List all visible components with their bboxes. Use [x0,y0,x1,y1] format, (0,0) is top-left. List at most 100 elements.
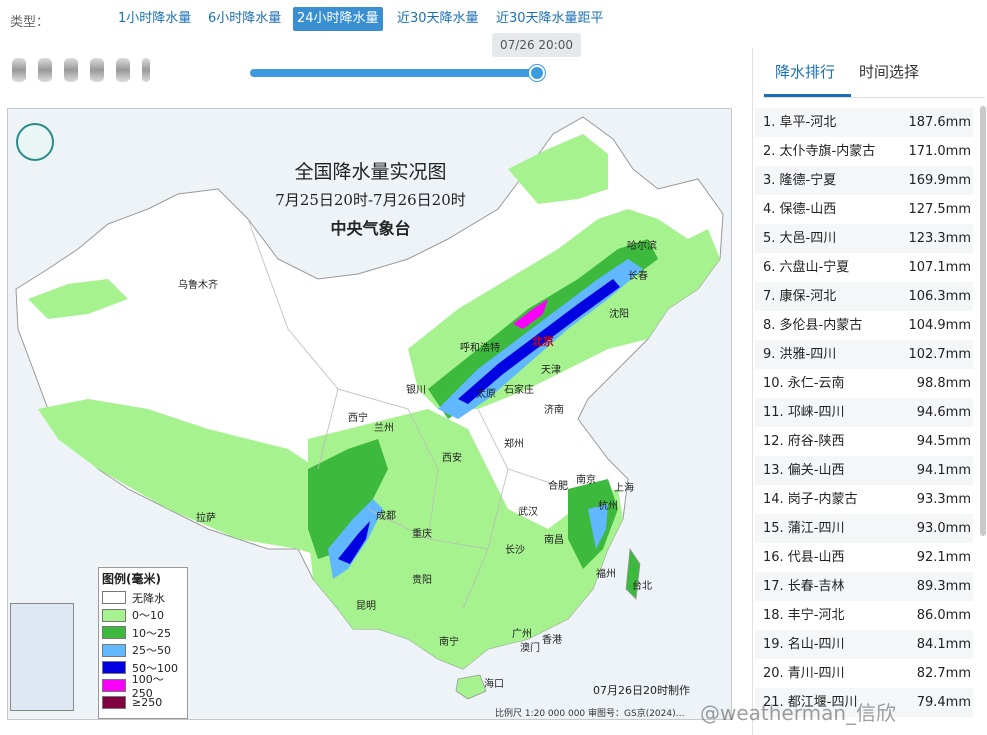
ranking-row[interactable]: 15. 蒲江-四川 93.0mm [755,514,973,543]
ranking-row[interactable]: 16. 代县-山西 92.1mm [755,543,973,572]
city-label: 哈尔滨 [627,241,657,252]
play-control-icon[interactable] [142,58,150,82]
city-label: 台北 [632,581,652,592]
ranking-row[interactable]: 12. 府谷-陕西 94.5mm [755,427,973,456]
city-label: 重庆 [412,529,432,540]
ranking-station: 6. 六盘山-宁夏 [763,260,850,275]
ranking-station: 5. 大邑-四川 [763,231,837,246]
ranking-row[interactable]: 17. 长春-吉林 89.3mm [755,572,973,601]
south-china-sea-inset [10,603,74,711]
city-label-beijing: 北京 [532,335,554,348]
ranking-station: 15. 蒲江-四川 [763,521,845,536]
legend-label: 25～50 [132,644,171,658]
ranking-row[interactable]: 8. 多伦县-内蒙古 104.9mm [755,311,973,340]
ranking-station: 14. 岗子-内蒙古 [763,492,858,507]
time-slider-handle[interactable] [529,65,545,81]
ranking-value: 79.4mm [916,695,971,710]
ranking-row[interactable]: 4. 保德-山西 127.5mm [755,195,973,224]
ranking-row[interactable]: 1. 阜平-河北 187.6mm [755,108,973,137]
ranking-station: 13. 偏关-山西 [763,463,845,478]
ranking-value: 94.1mm [916,463,971,478]
ranking-row[interactable]: 18. 丰宁-河北 86.0mm [755,601,973,630]
ranking-row[interactable]: 5. 大邑-四川 123.3mm [755,224,973,253]
ranking-station: 11. 邛崃-四川 [763,405,845,420]
tab-30d-precip[interactable]: 近30天降水量 [397,11,479,26]
ranking-value: 92.1mm [916,550,971,565]
city-label: 昆明 [356,601,376,612]
tab-24h-precip[interactable]: 24小时降水量 [293,7,383,31]
ranking-value: 187.6mm [908,115,971,130]
tab-30d-anomaly[interactable]: 近30天降水量距平 [496,11,604,26]
legend-item: 100～250 [102,673,184,700]
ranking-row[interactable]: 6. 六盘山-宁夏 107.1mm [755,253,973,282]
play-control-icon[interactable] [38,58,52,82]
ranking-station: 4. 保德-山西 [763,202,837,217]
legend-label: 0～10 [132,609,164,623]
city-label: 长春 [628,271,648,282]
city-label: 澳门 [520,643,540,654]
legend-item: 25～50 [102,642,184,660]
ranking-value: 107.1mm [908,260,971,275]
city-label: 石家庄 [504,385,534,396]
play-control-icon[interactable] [90,58,104,82]
city-label: 银川 [406,385,426,396]
ranking-value: 93.3mm [916,492,971,507]
ranking-value: 123.3mm [908,231,971,246]
ranking-row[interactable]: 11. 邛崃-四川 94.6mm [755,398,973,427]
ranking-row[interactable]: 13. 偏关-山西 94.1mm [755,456,973,485]
type-label: 类型： [10,15,50,30]
ranking-row[interactable]: 3. 隆德-宁夏 169.9mm [755,166,973,195]
map-legend: 图例(毫米) 无降水 0～10 10～25 25～50 50～100 100～2… [98,567,188,719]
ranking-station: 16. 代县-山西 [763,550,845,565]
ranking-row[interactable]: 7. 康保-河北 106.3mm [755,282,973,311]
map-scale: 比例尺 1:20 000 000 审图号：GS京(2024)… [495,709,685,719]
ranking-row[interactable]: 14. 岗子-内蒙古 93.3mm [755,485,973,514]
ranking-value: 93.0mm [916,521,971,536]
legend-swatch [102,643,126,657]
legend-swatch [102,696,126,710]
tab-precip-ranking[interactable]: 降水排行 [775,63,836,81]
sidebar-scrollbar[interactable] [980,106,986,536]
legend-item: ≥250 [102,694,184,712]
legend-label: 100～250 [131,672,164,700]
legend-swatch [102,608,126,622]
ranking-row[interactable]: 21. 都江堰-四川 79.4mm [755,688,973,717]
legend-label: ≥250 [132,696,163,710]
ranking-station: 9. 洪雅-四川 [763,347,837,362]
city-label: 广州 [512,629,532,640]
city-label: 南宁 [439,637,459,648]
city-label: 兰州 [374,423,394,434]
legend-item: 50～100 [102,659,184,677]
city-label: 太原 [476,389,496,400]
ranking-row[interactable]: 9. 洪雅-四川 102.7mm [755,340,973,369]
city-label: 郑州 [504,439,524,450]
ranking-row[interactable]: 19. 名山-四川 84.1mm [755,630,973,659]
legend-swatch [102,626,126,640]
time-slider-track[interactable] [250,69,540,77]
tab-6h-precip[interactable]: 6小时降水量 [208,11,282,26]
legend-label: 无降水 [132,591,165,605]
city-label: 贵阳 [412,575,432,586]
ranking-value: 102.7mm [908,347,971,362]
ranking-value: 82.7mm [916,666,971,681]
legend-title: 图例(毫米) [102,572,161,586]
ranking-station: 8. 多伦县-内蒙古 [763,318,863,333]
ranking-row[interactable]: 20. 青川-四川 82.7mm [755,659,973,688]
play-control-icon[interactable] [64,58,78,82]
ranking-station: 2. 太仆寺旗-内蒙古 [763,144,876,159]
map-organization: 中央气象台 [330,219,411,238]
legend-item: 10～25 [102,624,184,642]
play-control-icon[interactable] [12,58,26,82]
ranking-row[interactable]: 10. 永仁-云南 98.8mm [755,369,973,398]
ranking-value: 89.3mm [916,579,971,594]
ranking-value: 98.8mm [916,376,971,391]
tab-time-select[interactable]: 时间选择 [859,63,920,81]
city-label: 合肥 [548,481,568,492]
city-label: 拉萨 [196,513,216,524]
play-control-icon[interactable] [116,58,130,82]
ranking-row[interactable]: 2. 太仆寺旗-内蒙古 171.0mm [755,137,973,166]
weibo-watermark: @weatherman_信欣 [700,701,897,725]
legend-item: 无降水 [102,589,184,607]
legend-label: 50～100 [132,661,178,675]
tab-1h-precip[interactable]: 1小时降水量 [118,11,192,26]
